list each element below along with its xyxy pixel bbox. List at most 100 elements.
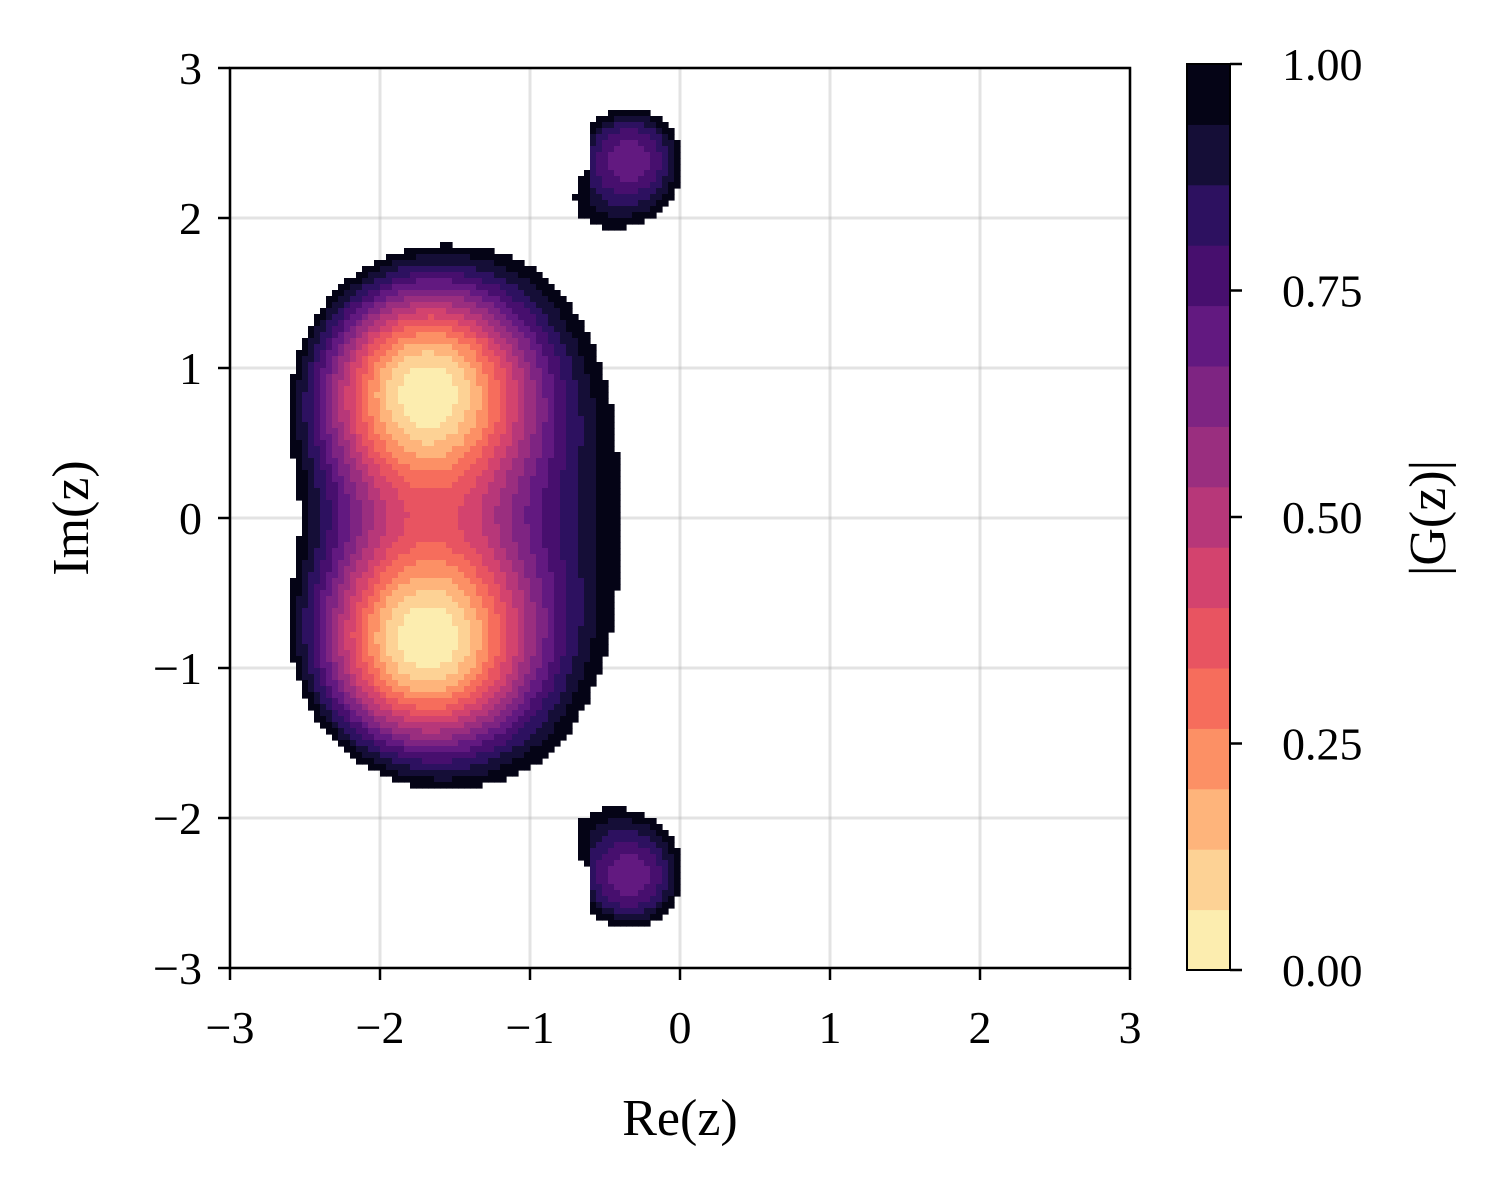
contour-cell — [386, 704, 393, 711]
contour-cell — [398, 350, 405, 357]
contour-cell — [464, 350, 471, 357]
contour-cell — [296, 620, 303, 627]
contour-cell — [626, 122, 633, 129]
contour-cell — [488, 302, 495, 309]
contour-cell — [590, 458, 597, 465]
contour-cell — [320, 434, 327, 441]
contour-cell — [530, 524, 537, 531]
contour-cell — [416, 488, 423, 495]
contour-cell — [392, 410, 399, 417]
contour-cell — [494, 404, 501, 411]
contour-cell — [542, 656, 549, 663]
contour-cell — [542, 620, 549, 627]
contour-cell — [548, 692, 555, 699]
contour-cell — [398, 764, 405, 771]
contour-cell — [638, 146, 645, 153]
contour-cell — [350, 518, 357, 525]
contour-cell — [524, 710, 531, 717]
contour-cell — [434, 776, 441, 783]
contour-cell — [590, 422, 597, 429]
contour-cell — [638, 890, 645, 897]
contour-cell — [458, 392, 465, 399]
contour-cell — [530, 632, 537, 639]
contour-cell — [452, 698, 459, 705]
contour-cell — [296, 350, 303, 357]
contour-cell — [398, 308, 405, 315]
contour-cell — [374, 344, 381, 351]
contour-cell — [506, 566, 513, 573]
contour-cell — [620, 836, 627, 843]
contour-cell — [662, 176, 669, 183]
contour-cell — [554, 686, 561, 693]
contour-cell — [392, 386, 399, 393]
contour-cell — [620, 818, 627, 825]
contour-cell — [518, 656, 525, 663]
contour-cell — [632, 176, 639, 183]
contour-cell — [302, 674, 309, 681]
contour-cell — [476, 410, 483, 417]
contour-cell — [440, 698, 447, 705]
contour-cell — [482, 410, 489, 417]
contour-cell — [518, 296, 525, 303]
contour-cell — [572, 668, 579, 675]
contour-cell — [446, 404, 453, 411]
contour-cell — [554, 488, 561, 495]
contour-cell — [542, 722, 549, 729]
contour-cell — [584, 368, 591, 375]
contour-cell — [446, 260, 453, 267]
contour-cell — [440, 494, 447, 501]
contour-cell — [584, 446, 591, 453]
contour-cell — [482, 272, 489, 279]
contour-cell — [470, 368, 477, 375]
contour-cell — [422, 644, 429, 651]
contour-cell — [368, 716, 375, 723]
contour-cell — [296, 626, 303, 633]
contour-cell — [668, 842, 675, 849]
contour-cell — [488, 650, 495, 657]
contour-cell — [578, 824, 585, 831]
contour-cell — [464, 608, 471, 615]
contour-cell — [494, 338, 501, 345]
contour-cell — [590, 410, 597, 417]
contour-cell — [524, 608, 531, 615]
contour-cell — [464, 440, 471, 447]
contour-cell — [530, 494, 537, 501]
contour-cell — [476, 668, 483, 675]
contour-cell — [572, 590, 579, 597]
contour-cell — [434, 590, 441, 597]
contour-cell — [476, 638, 483, 645]
contour-cell — [428, 410, 435, 417]
contour-cell — [416, 692, 423, 699]
contour-cell — [434, 296, 441, 303]
contour-cell — [410, 614, 417, 621]
contour-cell — [518, 722, 525, 729]
contour-cell — [374, 302, 381, 309]
contour-cell — [422, 710, 429, 717]
contour-cell — [350, 476, 357, 483]
contour-cell — [524, 296, 531, 303]
contour-cell — [464, 584, 471, 591]
contour-cell — [326, 560, 333, 567]
contour-cell — [440, 386, 447, 393]
contour-cell — [584, 662, 591, 669]
contour-cell — [470, 566, 477, 573]
contour-cell — [518, 680, 525, 687]
contour-cell — [410, 428, 417, 435]
contour-cell — [614, 566, 621, 573]
contour-cell — [398, 428, 405, 435]
contour-cell — [296, 650, 303, 657]
contour-cell — [608, 908, 615, 915]
contour-cell — [326, 716, 333, 723]
contour-cell — [344, 560, 351, 567]
contour-cell — [482, 350, 489, 357]
contour-cell — [488, 476, 495, 483]
contour-cell — [320, 524, 327, 531]
contour-cell — [332, 494, 339, 501]
contour-cell — [482, 494, 489, 501]
contour-cell — [314, 470, 321, 477]
contour-cell — [584, 434, 591, 441]
contour-cell — [578, 470, 585, 477]
contour-cell — [434, 740, 441, 747]
contour-cell — [464, 482, 471, 489]
contour-cell — [626, 908, 633, 915]
